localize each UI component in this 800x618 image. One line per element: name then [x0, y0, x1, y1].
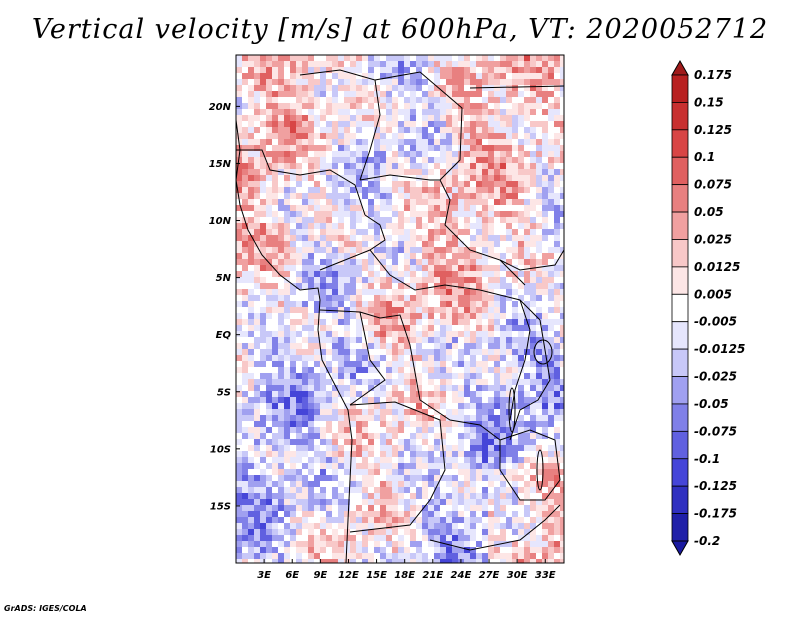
- lon-tick-label: 27E: [479, 570, 500, 581]
- colorbar-label: 0.15: [694, 95, 724, 109]
- colorbar-segment: [671, 74, 689, 103]
- colorbar-segment: [671, 266, 689, 295]
- colorbar-label: -0.025: [694, 370, 737, 384]
- lat-tick-label: EQ: [216, 330, 232, 341]
- colorbar-label: -0.125: [694, 479, 737, 493]
- colorbar-segment: [671, 485, 689, 514]
- colorbar-segment: [671, 184, 689, 213]
- lat-tick-label: 15N: [209, 159, 232, 170]
- lon-tick-label: 6E: [285, 570, 299, 581]
- colorbar-label: -0.005: [694, 315, 737, 329]
- colorbar-label: 0.1: [694, 150, 715, 164]
- colorbar-label: -0.0125: [694, 342, 745, 356]
- map-title: Vertical velocity [m/s] at 600hPa, VT: 2…: [31, 14, 769, 45]
- colorbar-label: 0.075: [694, 178, 732, 192]
- lon-tick-label: 9E: [313, 570, 327, 581]
- lat-tick-label: 5S: [217, 387, 231, 398]
- colorbar-segment: [671, 430, 689, 460]
- colorbar-bottom-arrow: [671, 540, 689, 557]
- latitude-axis: 20N 15N 10N 5N EQ 5S 10S 15S: [209, 102, 240, 512]
- country-borders: [236, 69, 564, 563]
- lon-tick-label: 3E: [257, 570, 271, 581]
- colorbar-segment: [671, 156, 689, 186]
- colorbar-label: 0.005: [694, 287, 732, 301]
- lat-tick-label: 20N: [209, 102, 232, 113]
- colorbar-label: 0.025: [694, 232, 732, 246]
- colorbar-segment: [671, 321, 689, 350]
- colorbar-segment: [671, 376, 689, 405]
- lon-tick-label: 18E: [394, 570, 415, 581]
- lon-tick-label: 12E: [338, 570, 359, 581]
- lat-tick-label: 10N: [209, 216, 232, 227]
- map-frame: [235, 54, 565, 564]
- colorbar-label: -0.175: [694, 507, 737, 521]
- colorbar: 0.175 0.15 0.125 0.1 0.075 0.05 0.025 0.0125 0.0…: [671, 59, 745, 557]
- lon-tick-label: 33E: [535, 570, 556, 581]
- colorbar-segment: [671, 403, 689, 432]
- lat-tick-label: 10S: [210, 444, 231, 455]
- lon-tick-label: 21E: [422, 570, 443, 581]
- colorbar-label: 0.175: [694, 68, 732, 82]
- colorbar-segment: [671, 102, 689, 131]
- colorbar-label: 0.0125: [694, 260, 740, 274]
- lat-tick-label: 5N: [216, 273, 232, 284]
- colorbar-segment: [671, 129, 689, 158]
- velocity-field: [236, 55, 564, 563]
- colorbar-label: -0.2: [694, 534, 720, 548]
- grads-credit: GrADS: IGES/COLA: [4, 604, 87, 613]
- colorbar-segment: [671, 513, 689, 542]
- colorbar-segment: [671, 348, 689, 377]
- lon-tick-label: 15E: [366, 570, 387, 581]
- colorbar-label: -0.075: [694, 424, 737, 438]
- colorbar-label: -0.05: [694, 397, 729, 411]
- longitude-axis: 3E 6E 9E 12E 15E 18E 21E 24E 27E 30E 33E: [257, 559, 556, 581]
- lon-tick-label: 24E: [451, 570, 472, 581]
- colorbar-label: 0.125: [694, 123, 732, 137]
- lat-tick-label: 15S: [210, 501, 231, 512]
- colorbar-segment: [671, 239, 689, 268]
- colorbar-label: 0.05: [694, 205, 724, 219]
- colorbar-segment: [671, 458, 689, 487]
- colorbar-label: -0.1: [694, 452, 720, 466]
- colorbar-segment: [671, 293, 689, 323]
- colorbar-top-arrow: [671, 59, 689, 76]
- colorbar-segment: [671, 211, 689, 240]
- lon-tick-label: 30E: [507, 570, 528, 581]
